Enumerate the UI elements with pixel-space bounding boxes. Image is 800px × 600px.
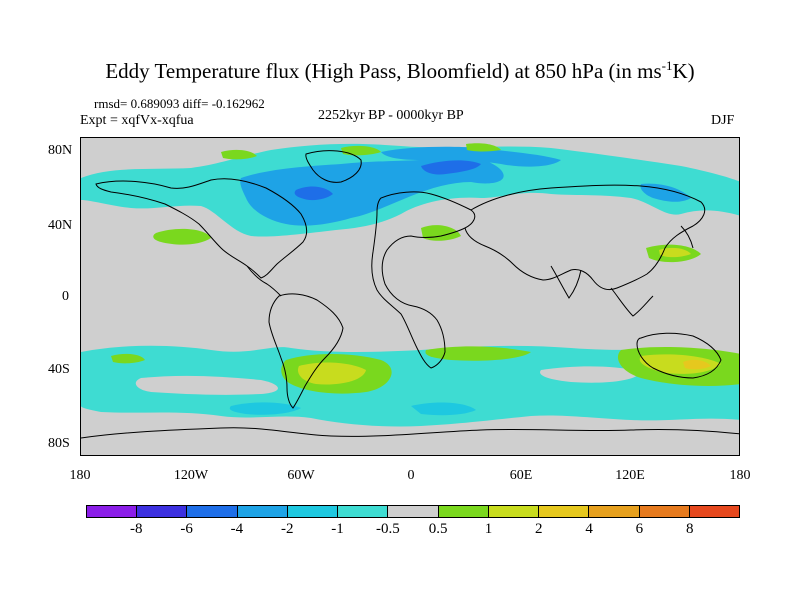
arctic-blue	[381, 146, 561, 167]
colorbar-swatch	[237, 506, 288, 517]
map-svg	[81, 138, 739, 455]
lat-label-40n: 40N	[48, 218, 73, 233]
colorbar	[86, 505, 740, 518]
alaska-green	[153, 228, 211, 245]
pacific-southern-green	[111, 353, 145, 364]
colorbar-label: -2	[280, 521, 294, 537]
southern-ocean-cyan-2	[411, 402, 476, 416]
lon-label-120e: 120E	[615, 468, 645, 483]
lat-label-80n: 80N	[48, 143, 73, 158]
australia-orange	[683, 359, 711, 370]
colorbar-swatch	[388, 506, 439, 517]
north-america-outline	[95, 178, 308, 279]
se-asia-outline	[610, 287, 654, 317]
colorbar-swatch	[589, 506, 640, 517]
lon-label-60e: 60E	[509, 468, 533, 483]
india-outline	[550, 265, 582, 299]
south-africa-green	[425, 346, 531, 361]
arctic-green-1	[221, 149, 257, 160]
colorbar-swatch	[438, 506, 489, 517]
asia-outline	[464, 184, 706, 291]
map-panel	[80, 137, 740, 456]
colorbar-label: -4	[230, 521, 244, 537]
sh-gray-gap-2	[540, 366, 641, 383]
colorbar-label: -8	[130, 521, 143, 537]
labrador-blue	[294, 186, 333, 201]
greenland-outline	[305, 150, 362, 183]
colorbar-swatch	[689, 506, 740, 517]
lon-label-0: 0	[407, 468, 415, 483]
arctic-green-3	[341, 145, 381, 156]
lat-label-eq: 0	[62, 289, 69, 304]
europe-africa-outline	[371, 191, 476, 369]
sh-gray-gap	[135, 375, 278, 395]
colorbar-swatch	[137, 506, 188, 517]
colorbar-label: 0.5	[428, 521, 448, 537]
south-pacific-yellow	[639, 354, 721, 374]
antarctica-outline	[81, 427, 739, 439]
colorbar-swatch	[187, 506, 238, 517]
experiment-label: Expt = xqfVx-xqfua	[80, 113, 194, 128]
arctic-green-2	[466, 143, 501, 152]
atlantic-deep-blue	[421, 160, 481, 175]
stats-line: rmsd= 0.689093 diff= -0.162962	[94, 96, 265, 111]
coastlines	[81, 150, 739, 439]
period-label: 2252kyr BP - 0000kyr BP	[318, 108, 464, 123]
colorbar-label: 6	[635, 521, 644, 537]
lon-label-180w: 180	[69, 468, 91, 483]
title-end: K)	[672, 59, 695, 83]
colorbar-label: -0.5	[375, 521, 400, 537]
lon-label-180e: 180	[729, 468, 751, 483]
colorbar-label: -1	[331, 521, 344, 537]
season-label: DJF	[711, 113, 735, 128]
colorbar-swatch	[639, 506, 690, 517]
southern-ocean-cyan	[229, 402, 301, 415]
colorbar-swatch	[488, 506, 540, 517]
colorbar-label: 1	[484, 521, 493, 537]
south-america-outline	[268, 293, 344, 409]
lon-label-120w: 120W	[173, 468, 209, 483]
colorbar-swatch	[287, 506, 339, 517]
colorbar-swatch	[539, 506, 590, 517]
central-america-outline	[246, 265, 282, 297]
colorbar-label: 8	[685, 521, 694, 537]
south-atlantic-yellow	[297, 362, 366, 385]
colorbar-label: -6	[180, 521, 193, 537]
mediterranean-green	[421, 225, 461, 241]
colorbar-label: 4	[585, 521, 593, 537]
lat-label-80s: 80S	[48, 436, 70, 451]
pacific-yellow	[659, 247, 691, 258]
title-main: Eddy Temperature flux (High Pass, Bloomf…	[105, 59, 662, 83]
east-asia-blue	[640, 183, 691, 202]
lat-label-40s: 40S	[48, 362, 70, 377]
lon-label-60w: 60W	[287, 468, 315, 483]
colorbar-swatch	[338, 506, 389, 517]
japan-outline	[680, 225, 694, 249]
australia-outline	[636, 332, 722, 379]
colorbar-swatch	[87, 506, 138, 517]
chart-title: Eddy Temperature flux (High Pass, Bloomf…	[0, 58, 800, 84]
title-superscript: -1	[661, 58, 673, 73]
colorbar-label: 2	[535, 521, 543, 537]
